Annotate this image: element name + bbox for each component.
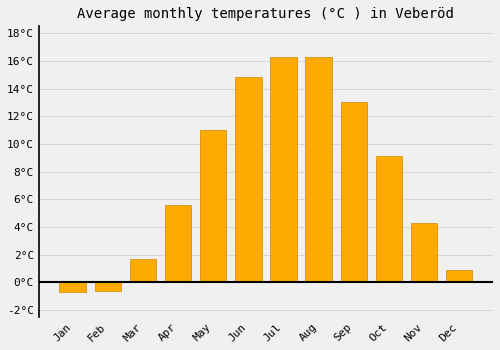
Bar [446, 270, 472, 282]
Bar [376, 156, 402, 282]
Bar [235, 77, 262, 282]
Bar [306, 57, 332, 282]
Bar [130, 259, 156, 282]
Bar [165, 205, 191, 282]
Bar [60, 282, 86, 292]
Bar [94, 282, 121, 290]
Bar [200, 130, 226, 282]
Bar [270, 57, 296, 282]
Bar [411, 223, 438, 282]
Bar [340, 102, 367, 282]
Title: Average monthly temperatures (°C ) in Veberöd: Average monthly temperatures (°C ) in Ve… [78, 7, 454, 21]
